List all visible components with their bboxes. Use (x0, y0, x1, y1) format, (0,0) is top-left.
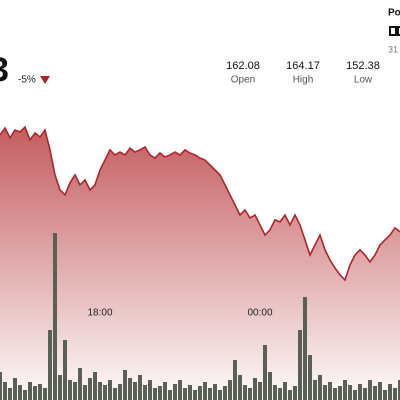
volume-bar (348, 385, 352, 400)
volume-bar (313, 380, 317, 400)
change: -5% (18, 75, 36, 86)
volume-bar (388, 384, 392, 400)
volume-bar (113, 388, 117, 400)
volume-bar (83, 385, 87, 400)
volume-bar (143, 385, 147, 400)
volume-bar (63, 340, 67, 400)
volume-bar (123, 370, 127, 400)
volume-bar (133, 382, 137, 400)
price-area (0, 127, 400, 400)
volume-bar (298, 330, 302, 400)
volume-bar (53, 233, 57, 400)
volume-bar (188, 385, 192, 400)
side-icon (389, 26, 400, 36)
volume-bar (318, 375, 322, 400)
volume-bar (128, 378, 132, 400)
volume-bar (283, 382, 287, 400)
volume-bar (308, 355, 312, 400)
volume-bar (33, 386, 37, 400)
volume-bar (203, 382, 207, 400)
price-line (0, 125, 400, 282)
volume-bar (48, 330, 52, 400)
stat-label: High (293, 75, 314, 86)
price: 3 (0, 51, 9, 89)
volume-bar (238, 375, 242, 400)
volume-bar (208, 388, 212, 400)
volume-bar (393, 388, 397, 400)
volume-bar (108, 380, 112, 400)
volume-bar (93, 372, 97, 400)
volume-bar (293, 386, 297, 400)
volume-bar (58, 375, 62, 400)
volume-bar (198, 386, 202, 400)
volume-bar (168, 390, 172, 400)
volume-bar (0, 372, 2, 400)
volume-bar (273, 385, 277, 400)
volume-bar (358, 384, 362, 400)
volume-bar (68, 380, 72, 400)
volume-bar (28, 382, 32, 400)
volume-bar (353, 390, 357, 400)
volume-bar (223, 386, 227, 400)
volume-bar (333, 388, 337, 400)
volume-bar (218, 390, 222, 400)
stat-label: Open (231, 75, 255, 86)
volume-bar (343, 380, 347, 400)
volume-bar (368, 380, 372, 400)
volume-bar (248, 388, 252, 400)
volume-bar (363, 388, 367, 400)
volume-bar (13, 378, 17, 400)
x-tick-label: 18:00 (87, 308, 112, 319)
volume-bar (8, 388, 12, 400)
volume-bar (303, 297, 307, 400)
volume-bar (263, 345, 267, 400)
volume-bar (153, 388, 157, 400)
volume-bar (173, 384, 177, 400)
volume-bar (278, 388, 282, 400)
plot: 18:00 00:00 (0, 125, 400, 400)
volume-bar (3, 382, 7, 400)
volume-bar (253, 378, 257, 400)
volume-bar (38, 384, 42, 400)
stat-value: 164.17 (286, 60, 320, 72)
down-arrow (40, 76, 50, 84)
x-tick-label: 00:00 (247, 308, 272, 319)
volume-bar (233, 360, 237, 400)
volume-bar (193, 390, 197, 400)
volume-bar (163, 382, 167, 400)
volume-bar (178, 380, 182, 400)
volume-bar (23, 390, 27, 400)
volume-bar (98, 382, 102, 400)
volume-bar (288, 390, 292, 400)
volume-bar (18, 385, 22, 400)
volume-bar (228, 380, 232, 400)
volume-bar (138, 375, 142, 400)
volume-bar (103, 385, 107, 400)
volume-bar (383, 390, 387, 400)
volume-bar (88, 378, 92, 400)
volume-bar (148, 380, 152, 400)
side-note: 31 (388, 44, 398, 54)
volume-bar (118, 384, 122, 400)
volume-bar (378, 382, 382, 400)
volume-bar (158, 386, 162, 400)
volume-bar (183, 388, 187, 400)
volume-bar (78, 368, 82, 400)
stat-value: 152.38 (346, 60, 380, 72)
stat-label: Low (354, 75, 373, 86)
volume-bar (323, 385, 327, 400)
volume-bar (373, 386, 377, 400)
volume-bar (268, 372, 272, 400)
volume-bar (258, 382, 262, 400)
volume-bar (338, 386, 342, 400)
side-title: Po (388, 8, 400, 19)
volume-bar (43, 388, 47, 400)
volume-bar (243, 385, 247, 400)
volume-bar (213, 384, 217, 400)
volume-bar (398, 380, 400, 400)
volume-bar (328, 382, 332, 400)
volume-bar (73, 382, 77, 400)
stat-value: 162.08 (226, 60, 260, 72)
